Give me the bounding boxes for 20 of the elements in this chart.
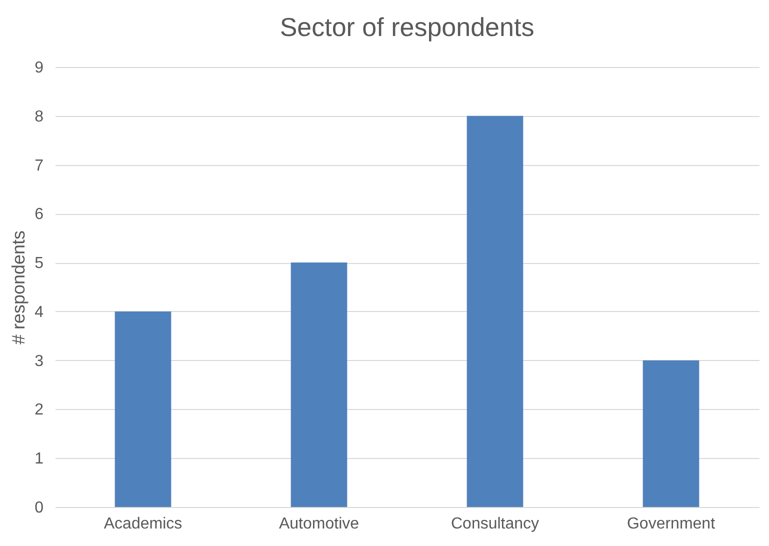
y-tick-label: 6 <box>34 206 44 224</box>
y-tick-label: 8 <box>34 108 44 126</box>
y-tick-label: 9 <box>34 60 44 76</box>
y-tick-label: 4 <box>34 304 44 321</box>
x-tick-label: Consultancy <box>450 516 540 532</box>
y-tick-label: 0 <box>34 500 44 516</box>
y-axis-title: # respondents <box>8 230 29 345</box>
x-tick-label: Automotive <box>278 516 360 532</box>
y-tick-label: 5 <box>34 255 44 272</box>
bar <box>642 360 700 507</box>
x-tick-label: Academics <box>104 516 182 532</box>
chart-title: Sector of respondents <box>280 12 534 42</box>
y-tick-label: 2 <box>34 402 44 419</box>
y-tick-label: 7 <box>34 157 44 174</box>
bar <box>466 116 524 507</box>
x-tick-label: Government <box>626 516 716 532</box>
y-tick-label: 3 <box>34 352 44 370</box>
bar <box>114 311 172 507</box>
y-tick-label: 1 <box>34 450 44 468</box>
bar <box>290 262 348 507</box>
